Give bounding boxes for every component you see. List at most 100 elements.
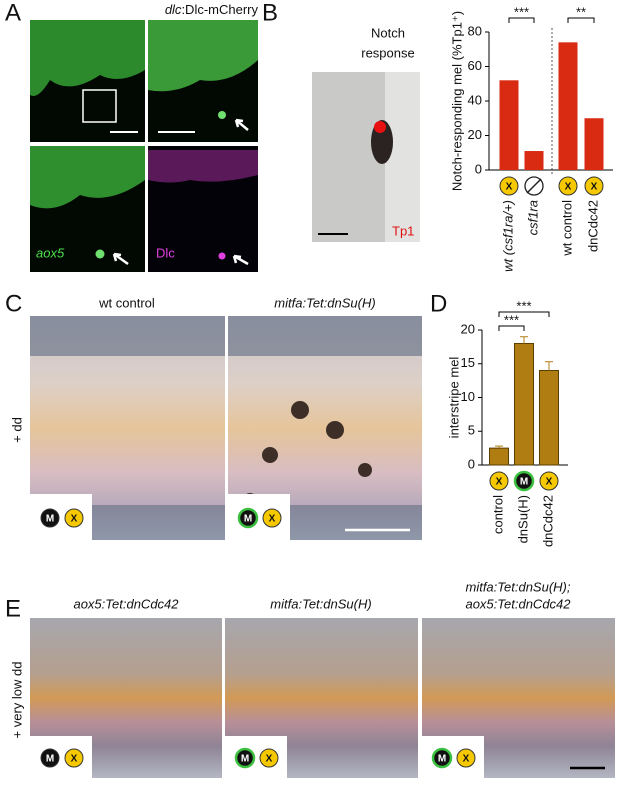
image-signal [148, 150, 258, 183]
panel-c-images [30, 316, 422, 540]
icon [234, 747, 256, 769]
bar [539, 370, 559, 466]
icon [558, 176, 578, 196]
icon-label: X [71, 754, 78, 765]
arrow [112, 252, 129, 266]
icon [431, 747, 453, 769]
x-tick-label: dnSu(H) [515, 495, 530, 543]
cell [218, 252, 226, 260]
significance-bracket [508, 17, 535, 23]
icon [40, 748, 60, 768]
icon [237, 507, 259, 529]
image-title: mitfa:Tet:dnSu(H) [274, 295, 375, 310]
x-tick-label: control [490, 495, 505, 534]
x-tick-label: dnCdc42 [585, 200, 600, 252]
y-tick-label: 0 [475, 161, 482, 176]
side-label: + very low dd [9, 662, 24, 739]
icon-label: M [244, 514, 252, 525]
photo-title: Notch [371, 25, 405, 40]
icon-label: X [266, 754, 273, 765]
bar [499, 80, 519, 170]
panel-letter: E [5, 595, 21, 622]
image-label: Tp1 [392, 223, 414, 238]
bar [584, 118, 604, 170]
y-axis-label: Notch-responding mel (%Tp1⁺) [449, 11, 464, 191]
image-signal [148, 20, 258, 92]
cell [218, 111, 226, 119]
icon-label: X [565, 182, 572, 193]
icon [259, 748, 279, 768]
y-tick-label: 20 [468, 127, 482, 142]
image [385, 72, 420, 242]
melanophore [262, 447, 278, 463]
icon [526, 178, 542, 194]
image-signal [30, 146, 145, 209]
y-axis-label: interstripe mel [446, 357, 461, 439]
icon [40, 508, 60, 528]
image-title: wt control [98, 295, 155, 310]
icon [64, 748, 84, 768]
significance-label: *** [514, 4, 529, 19]
melanophore [326, 421, 344, 439]
panel-letter: D [430, 290, 447, 317]
panel-a-images [30, 20, 258, 272]
icon [513, 470, 535, 492]
image-label: aox5 [36, 245, 65, 260]
x-tick-label: wt control [559, 200, 574, 257]
icon-label: M [241, 754, 249, 765]
y-tick-label: 20 [461, 321, 475, 336]
bar [514, 343, 534, 466]
cell [95, 249, 105, 259]
panel-title: dlc:Dlc-mCherry [165, 2, 259, 17]
panel-b-image [312, 72, 420, 242]
y-tick-label: 40 [468, 92, 482, 107]
icon-label: M [520, 477, 528, 488]
image-title: mitfa:Tet:dnSu(H) [270, 596, 371, 611]
icon-label: X [546, 477, 553, 488]
icon [489, 471, 509, 491]
bar [524, 151, 544, 170]
panel-letter: A [5, 0, 21, 26]
x-tick-label: wt (csf1ra/+) [500, 200, 515, 272]
significance-bracket [567, 17, 595, 23]
icon-label: X [463, 754, 470, 765]
melanophore [358, 463, 372, 477]
image-title: aox5:Tet:dnCdc42 [465, 596, 571, 611]
icon-label: X [71, 514, 78, 525]
y-tick-label: 0 [468, 456, 475, 471]
icon-label: X [496, 477, 503, 488]
bar [558, 42, 578, 170]
melanophore [291, 401, 309, 419]
icon [539, 471, 559, 491]
icon [262, 508, 282, 528]
icon-label: X [506, 182, 513, 193]
y-tick-label: 60 [468, 58, 482, 73]
panel-e-images [30, 618, 615, 778]
stripe [228, 316, 422, 356]
panel-letter: C [5, 290, 22, 317]
icon-label: X [591, 182, 598, 193]
icon-label: X [269, 514, 276, 525]
icon-label: M [438, 754, 446, 765]
x-tick-label: dnCdc42 [540, 495, 555, 547]
icon [64, 508, 84, 528]
icon [499, 176, 519, 196]
bar [489, 447, 509, 466]
image-title: mitfa:Tet:dnSu(H); [465, 579, 570, 594]
arrow [234, 118, 249, 131]
title-part: dlc [165, 2, 182, 17]
icon-label: M [46, 754, 54, 765]
photo-title: response [361, 45, 414, 60]
icon [456, 748, 476, 768]
panel-letter: B [262, 0, 278, 26]
icon [584, 176, 604, 196]
y-tick-label: 15 [461, 355, 475, 370]
significance-label: *** [516, 298, 531, 313]
arrow [232, 254, 249, 266]
image-title: aox5:Tet:dnCdc42 [73, 596, 179, 611]
significance-label: ** [576, 4, 586, 19]
icon-label: M [46, 514, 54, 525]
cell-signal [374, 121, 386, 133]
y-tick-label: 10 [461, 389, 475, 404]
